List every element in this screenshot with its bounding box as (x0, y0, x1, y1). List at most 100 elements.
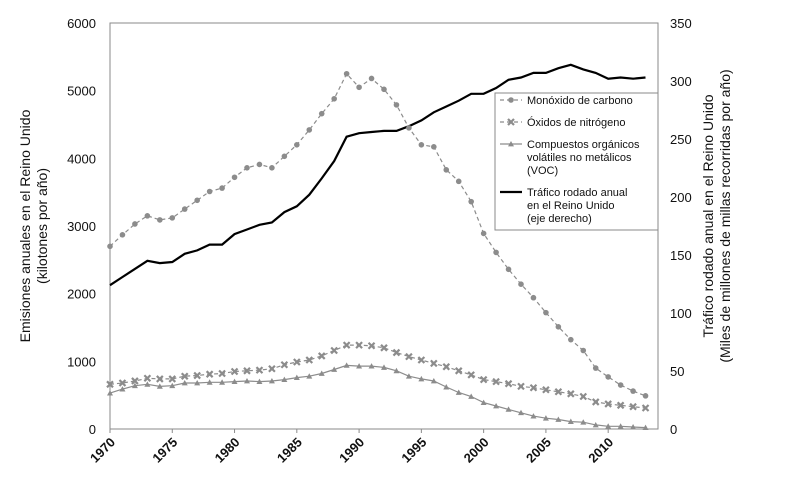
data-point-nox (380, 344, 388, 352)
legend-label-co: Monóxido de carbono (527, 95, 633, 107)
y-tick-label: 1000 (67, 354, 96, 369)
data-point-voc (418, 375, 425, 382)
data-point-nox (542, 385, 550, 394)
data-point-co (294, 142, 300, 148)
y-axis-title: Emisiones anuales en el Reino Unido(kilo… (17, 109, 50, 342)
data-point-co (642, 393, 649, 399)
data-point-co (306, 127, 313, 133)
data-point-voc (592, 421, 599, 428)
data-point-nox (180, 372, 189, 380)
y2-tick-label: 0 (670, 422, 677, 437)
data-point-voc (630, 423, 637, 430)
data-point-voc (567, 418, 574, 424)
legend-label-nox: Óxidos de nitrógeno (527, 116, 625, 129)
data-point-voc (405, 373, 412, 379)
data-point-voc (194, 379, 201, 386)
data-point-nox (517, 382, 525, 391)
data-point-co (480, 230, 487, 237)
data-point-nox (492, 377, 500, 386)
y2-axis-title: Tráfico rodado anual en el Reino Unido(M… (700, 69, 733, 362)
data-point-co (269, 165, 275, 171)
data-point-voc (293, 374, 300, 380)
data-point-voc (542, 415, 549, 421)
legend-marker-voc (508, 141, 514, 147)
data-point-co (119, 231, 126, 238)
y-tick-label: 4000 (67, 151, 96, 166)
series-line-voc (109, 364, 646, 429)
series-line-nox (109, 344, 646, 409)
data-point-voc (530, 413, 537, 419)
y-axis-title-line: Emisiones anuales en el Reino Unido (17, 109, 33, 342)
data-point-voc (393, 367, 400, 374)
data-point-nox (479, 375, 488, 384)
legend-marker-nox (507, 118, 515, 126)
data-point-co (505, 266, 512, 273)
data-point-nox (205, 370, 214, 378)
data-point-co (206, 188, 213, 195)
data-point-nox (143, 374, 152, 383)
y-tick-label: 0 (89, 422, 96, 437)
data-point-co (132, 221, 138, 227)
data-point-voc (505, 406, 512, 412)
data-point-co (568, 336, 574, 343)
data-point-voc (318, 370, 325, 376)
legend-label-voc: (VOC) (527, 165, 558, 177)
x-tick-label: 1975 (149, 435, 180, 466)
data-point-voc (555, 416, 562, 422)
y-tick-label: 6000 (67, 16, 96, 31)
data-point-co (318, 110, 325, 117)
data-point-voc (231, 378, 238, 385)
data-point-nox (255, 366, 264, 374)
data-point-voc (443, 384, 450, 390)
x-tick-label: 1980 (212, 435, 243, 466)
data-point-co (393, 102, 400, 108)
data-point-nox (106, 380, 114, 389)
data-point-co (518, 281, 524, 287)
data-point-nox (280, 360, 289, 369)
x-tick-label: 2010 (585, 435, 616, 466)
data-point-voc (455, 389, 462, 395)
data-point-voc (331, 366, 338, 372)
data-point-voc (281, 376, 288, 383)
data-point-co (219, 185, 225, 191)
data-point-co (493, 249, 499, 256)
left-axis-tick-labels: 0 1000 2000 3000 4000 5000 6000 (67, 16, 96, 437)
data-point-co (617, 382, 624, 388)
data-point-voc (343, 362, 350, 368)
data-point-voc (356, 363, 363, 369)
legend-marker-co (508, 97, 514, 103)
y-axis-title-line: (kilotones por año) (34, 168, 50, 284)
data-point-voc (493, 402, 500, 409)
data-point-nox (305, 356, 314, 364)
y-tick-label: 3000 (67, 219, 96, 234)
data-point-voc (244, 377, 250, 384)
data-point-voc (181, 379, 188, 386)
data-point-co (418, 142, 425, 148)
legend-box (494, 92, 659, 231)
data-point-co (194, 197, 200, 204)
y2-axis-title-line: (Miles de millones de millas recorridas … (717, 69, 733, 362)
data-point-voc (119, 386, 126, 392)
data-point-nox (629, 402, 637, 411)
data-point-voc (368, 363, 375, 369)
data-point-voc (468, 393, 475, 399)
y2-tick-label: 100 (670, 306, 692, 321)
data-point-voc (256, 378, 263, 385)
data-point-co (244, 165, 250, 171)
data-point-voc (518, 409, 524, 416)
y2-tick-label: 350 (670, 16, 692, 31)
y2-tick-label: 150 (670, 248, 692, 263)
y-tick-label: 5000 (67, 84, 96, 99)
data-point-nox (367, 341, 376, 350)
series-lines (109, 63, 646, 429)
data-point-co (368, 75, 375, 82)
legend-label-voc: volátiles no metálicos (527, 152, 632, 164)
data-point-voc (131, 382, 138, 389)
data-point-nox (131, 377, 139, 385)
data-point-voc (605, 423, 612, 429)
data-point-nox (529, 383, 538, 392)
data-point-nox (268, 364, 276, 373)
data-point-nox (616, 401, 625, 410)
x-tick-label: 1970 (87, 435, 118, 466)
data-point-nox (591, 398, 600, 406)
